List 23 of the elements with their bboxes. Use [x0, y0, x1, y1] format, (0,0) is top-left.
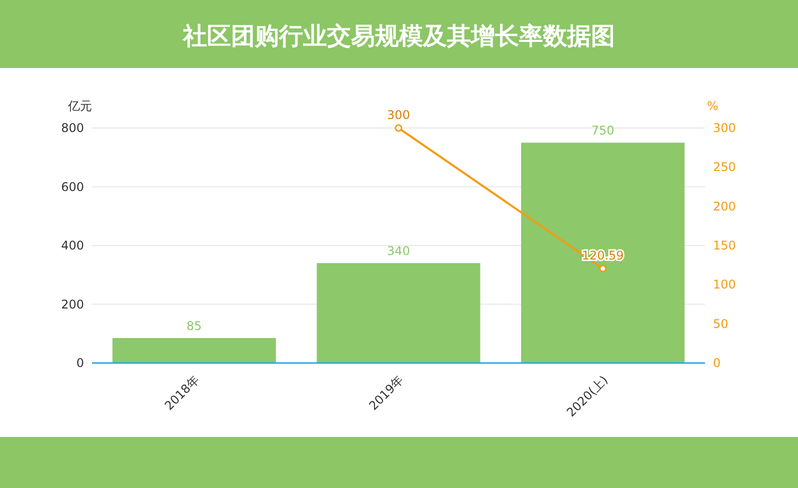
y-tick-label: 0 — [76, 356, 84, 370]
y2-tick-label: 300 — [713, 121, 736, 135]
data-label: 300 — [387, 108, 410, 122]
y2-tick-label: 250 — [713, 160, 736, 174]
y2-tick-label: 100 — [713, 278, 736, 292]
bar — [521, 142, 685, 363]
data-label: 85 — [186, 319, 202, 334]
bar — [316, 263, 480, 363]
y2-tick-label: 150 — [713, 238, 736, 252]
y2-tick-label: 200 — [713, 199, 736, 214]
chart-title: 社区团购行业交易规模及其增长率数据图 — [182, 22, 615, 50]
y2-axis-title: % — [707, 99, 718, 113]
y-axis-title: 亿元 — [67, 99, 92, 113]
data-label: 120.59 — [582, 248, 624, 263]
y-tick-label: 600 — [61, 180, 84, 194]
y-tick-label: 200 — [61, 297, 84, 312]
data-label: 340 — [387, 244, 410, 258]
data-label: 750 — [591, 124, 614, 138]
y2-tick-label: 50 — [713, 316, 728, 331]
y-tick-label: 400 — [61, 238, 84, 252]
bar — [112, 338, 276, 363]
y-tick-label: 800 — [61, 121, 84, 135]
y2-tick-label: 0 — [713, 356, 721, 370]
